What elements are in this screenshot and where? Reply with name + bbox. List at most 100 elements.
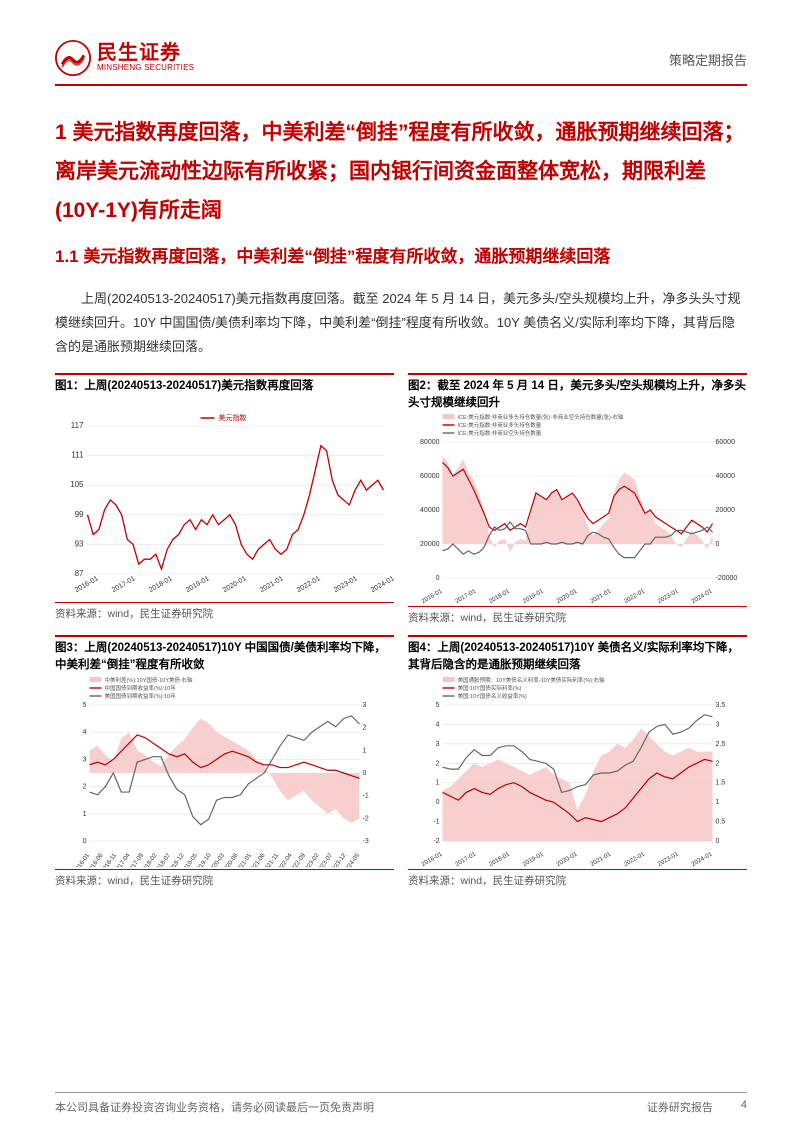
svg-text:2024-01: 2024-01 <box>690 588 714 605</box>
svg-text:2019-01: 2019-01 <box>522 588 546 605</box>
chart-1: 图1：上周(20240513-20240517)美元指数再度回落 87 93 99 1… <box>55 373 394 625</box>
svg-text:ICE:美元指数:非商业空头持仓数量: ICE:美元指数:非商业空头持仓数量 <box>458 429 542 437</box>
svg-text:3: 3 <box>436 741 440 748</box>
company-logo-icon <box>55 40 91 76</box>
footer-disclaimer: 本公司具备证券投资咨询业务资格，请务必阅读最后一页免责声明 <box>55 1099 374 1115</box>
svg-text:93: 93 <box>75 539 84 548</box>
chart-1-source: 资料来源：wind，民生证券研究院 <box>55 602 394 621</box>
svg-text:2023-01: 2023-01 <box>657 588 681 605</box>
chart-4-source: 资料来源：wind，民生证券研究院 <box>408 869 747 888</box>
svg-text:2022-01: 2022-01 <box>296 575 322 594</box>
svg-text:2017-01: 2017-01 <box>454 588 478 605</box>
svg-text:87: 87 <box>75 569 84 578</box>
chart-3-title: 图3：上周(20240513-20240517)10Y 中国国债/美债利率均下降… <box>55 640 394 673</box>
svg-text:2018-01: 2018-01 <box>148 575 174 594</box>
svg-text:ICE:美元指数:非商业多头持仓数量: ICE:美元指数:非商业多头持仓数量 <box>458 421 542 429</box>
svg-text:40000: 40000 <box>716 473 736 480</box>
svg-text:2018-01: 2018-01 <box>488 850 512 867</box>
svg-text:2016-01: 2016-01 <box>420 588 444 605</box>
svg-text:1: 1 <box>83 810 87 817</box>
svg-text:1.5: 1.5 <box>716 779 726 786</box>
svg-text:105: 105 <box>70 480 84 489</box>
svg-text:3.5: 3.5 <box>716 702 726 709</box>
footer-report-label: 证券研究报告 <box>647 1099 713 1115</box>
svg-text:2017-01: 2017-01 <box>454 850 478 867</box>
svg-text:1: 1 <box>436 779 440 786</box>
svg-text:5: 5 <box>436 702 440 709</box>
svg-text:99: 99 <box>75 510 84 519</box>
svg-text:2020-01: 2020-01 <box>222 575 248 594</box>
svg-text:美元指数: 美元指数 <box>219 413 247 422</box>
chart-2-title: 图2：截至 2024 年 5 月 14 日，美元多头/空头规模均上升，净多头头寸… <box>408 378 747 411</box>
svg-text:1: 1 <box>363 747 367 754</box>
chart-2-source: 资料来源：wind，民生证券研究院 <box>408 606 747 625</box>
svg-text:2016-11: 2016-11 <box>100 851 119 866</box>
svg-text:2: 2 <box>363 724 367 731</box>
svg-text:2021-01: 2021-01 <box>259 575 285 594</box>
svg-text:4: 4 <box>436 721 440 728</box>
footer-page-number: 4 <box>741 1099 747 1115</box>
svg-text:2020-01: 2020-01 <box>555 850 579 867</box>
svg-text:中美利差(%):10Y国债-10Y美债:右轴: 中美利差(%):10Y国债-10Y美债:右轴 <box>105 677 194 684</box>
header-report-type: 策略定期报告 <box>669 40 747 69</box>
chart-3-source: 资料来源：wind，民生证券研究院 <box>55 869 394 888</box>
page-footer: 本公司具备证券投资咨询业务资格，请务必阅读最后一页免责声明 证券研究报告 4 <box>55 1092 747 1115</box>
svg-text:美国:10Y国债名义收益率(%): 美国:10Y国债名义收益率(%) <box>458 692 528 700</box>
chart-2: 图2：截至 2024 年 5 月 14 日，美元多头/空头规模均上升，净多头头寸… <box>408 373 747 625</box>
svg-text:2: 2 <box>436 760 440 767</box>
svg-text:1: 1 <box>716 799 720 806</box>
svg-text:60000: 60000 <box>420 473 440 480</box>
page-header: 民生证券 MINSHENG SECURITIES 策略定期报告 <box>55 40 747 86</box>
svg-text:中国国债到期收益率(%):10年: 中国国债到期收益率(%):10年 <box>105 684 177 692</box>
svg-text:2: 2 <box>716 760 720 767</box>
svg-text:2017-01: 2017-01 <box>111 575 137 594</box>
svg-text:40000: 40000 <box>420 507 440 514</box>
svg-text:2016-01: 2016-01 <box>72 851 91 866</box>
svg-text:ICE:美元指数:非商业多头持仓数量(张)-非商业空头持仓数: ICE:美元指数:非商业多头持仓数量(张)-非商业空头持仓数量(张):右轴 <box>458 414 624 421</box>
svg-text:2021-11: 2021-11 <box>262 851 281 866</box>
svg-text:117: 117 <box>71 421 84 430</box>
svg-text:2022-01: 2022-01 <box>623 850 647 867</box>
heading-level-2: 1.1 美元指数再度回落，中美利差“倒挂”程度有所收敛，通胀预期继续回落 <box>55 241 747 273</box>
body-paragraph: 上周(20240513-20240517)美元指数再度回落。截至 2024 年 … <box>55 287 747 359</box>
svg-text:0.5: 0.5 <box>716 818 726 825</box>
chart-2-canvas: 020000400006000080000-200000200004000060… <box>408 414 747 604</box>
svg-text:-2: -2 <box>363 815 369 822</box>
svg-text:3: 3 <box>83 756 87 763</box>
svg-text:20000: 20000 <box>716 507 736 514</box>
chart-3-canvas: 012345-3-2-101232016-012016-062016-11201… <box>55 677 394 867</box>
svg-text:-20000: -20000 <box>716 575 738 582</box>
svg-text:0: 0 <box>83 838 87 845</box>
svg-text:2.5: 2.5 <box>716 741 726 748</box>
svg-text:2024-01: 2024-01 <box>690 850 714 867</box>
svg-text:0: 0 <box>436 575 440 582</box>
chart-1-title: 图1：上周(20240513-20240517)美元指数再度回落 <box>55 378 394 395</box>
svg-text:2016-01: 2016-01 <box>74 575 100 594</box>
svg-text:3: 3 <box>363 702 367 709</box>
svg-text:0: 0 <box>363 770 367 777</box>
svg-text:美国国债到期收益率(%):10年: 美国国债到期收益率(%):10年 <box>105 692 177 700</box>
svg-text:2019-01: 2019-01 <box>185 575 211 594</box>
svg-text:2019-01: 2019-01 <box>522 850 546 867</box>
svg-text:2018-01: 2018-01 <box>488 588 512 605</box>
svg-text:2023-01: 2023-01 <box>657 850 681 867</box>
chart-4-canvas: -2-101234500.511.522.533.52016-012017-01… <box>408 677 747 867</box>
svg-text:0: 0 <box>436 799 440 806</box>
chart-1-canvas: 87 93 99 105 111 117 2016-01 2017-01 2018-01 2019… <box>55 410 394 600</box>
svg-text:-1: -1 <box>433 818 439 825</box>
chart-grid: 图1：上周(20240513-20240517)美元指数再度回落 87 93 99 1… <box>55 373 747 888</box>
svg-text:2020-01: 2020-01 <box>555 588 579 605</box>
svg-text:0: 0 <box>716 838 720 845</box>
logo-text-en: MINSHENG SECURITIES <box>97 64 194 72</box>
svg-text:2023-01: 2023-01 <box>333 575 359 594</box>
svg-text:20000: 20000 <box>420 541 440 548</box>
svg-text:美国:10Y国债实际利率(%): 美国:10Y国债实际利率(%) <box>458 684 522 692</box>
svg-text:111: 111 <box>71 451 84 460</box>
svg-text:4: 4 <box>83 729 87 736</box>
svg-text:-2: -2 <box>433 838 439 845</box>
logo-block: 民生证券 MINSHENG SECURITIES <box>55 40 194 76</box>
svg-text:-3: -3 <box>363 838 369 845</box>
svg-text:2022-01: 2022-01 <box>623 588 647 605</box>
svg-text:3: 3 <box>716 721 720 728</box>
svg-text:2021-01: 2021-01 <box>589 588 613 605</box>
